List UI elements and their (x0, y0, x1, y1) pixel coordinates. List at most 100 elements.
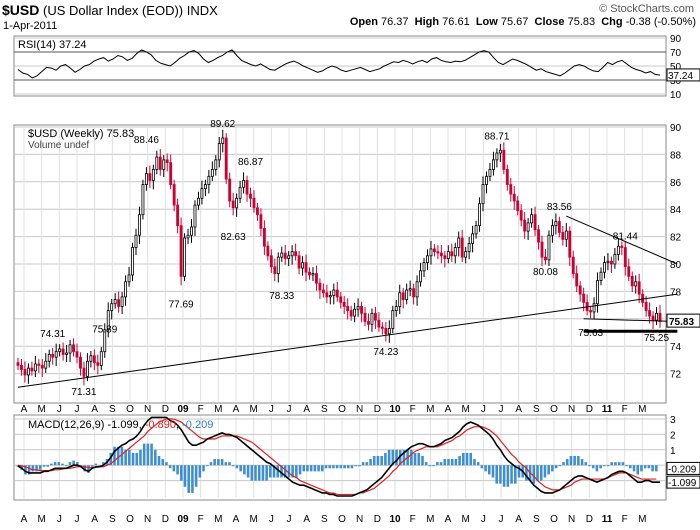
macd-histogram-bar (324, 465, 328, 469)
candle-body (498, 149, 502, 154)
macd-title-v3: -0.209 (182, 419, 213, 431)
macd-histogram-bar (547, 465, 550, 475)
macd-x-label: O (126, 514, 134, 525)
macd-histogram-bar (94, 463, 98, 466)
candle-body (460, 237, 464, 258)
candle-body (311, 273, 315, 276)
candle-body (630, 275, 634, 287)
candle-body (186, 234, 190, 239)
peak-label: 77.69 (169, 300, 194, 311)
trendline (583, 318, 678, 323)
candle-body (99, 351, 103, 366)
macd-x-label: 11 (602, 514, 613, 525)
macd-histogram-bar (432, 465, 435, 467)
price-title: $USD (Weekly) 75.83 (28, 128, 134, 140)
macd-x-label: F (622, 514, 628, 525)
macd-histogram-bar (629, 465, 632, 469)
candle-body (131, 247, 134, 276)
macd-histogram-bar (335, 465, 339, 469)
rsi-grid: 10 30 50 70 90 (14, 34, 682, 101)
macd-histogram-bar (584, 462, 588, 466)
macd-x-label: S (321, 514, 328, 525)
macd-histogram-bar (83, 465, 87, 472)
candle-body (207, 175, 211, 185)
macd-x-label: S (533, 514, 540, 525)
candle-body (20, 364, 23, 370)
macd-histogram-bar (436, 462, 439, 466)
candle-body (266, 245, 270, 257)
rsi-last-label: 37.24 (668, 71, 693, 82)
macd-histogram-bar (202, 465, 205, 472)
macd-x-label: M (37, 514, 45, 525)
candle-body (297, 255, 301, 269)
macd-histogram-bar (365, 462, 369, 466)
rsi-tick-label: 90 (670, 34, 682, 45)
candle-body (37, 363, 41, 366)
macd-histogram-bar (358, 465, 361, 467)
candle-body (242, 180, 246, 188)
high-value: 76.61 (442, 16, 470, 28)
candle-body (481, 184, 485, 205)
candle-body (478, 203, 481, 227)
price-x-label: A (21, 404, 28, 415)
high-label: High (414, 16, 440, 28)
candle-body (384, 327, 388, 335)
candle-body (641, 293, 645, 303)
macd-histogram-bar (150, 443, 153, 466)
macd-histogram-bar (465, 452, 469, 466)
macd-histogram-bar (224, 462, 228, 466)
peak-label: 83.56 (547, 202, 572, 213)
macd-histogram-bar (269, 465, 272, 478)
macd-histogram-bar (606, 465, 610, 467)
macd-histogram-bar (632, 465, 636, 472)
candle-body (408, 288, 412, 291)
macd-histogram-bar (154, 449, 157, 466)
candle-body (613, 254, 617, 265)
macd-histogram-bar (231, 465, 235, 467)
candle-body (568, 230, 572, 258)
macd-x-label: A (21, 514, 28, 525)
candle-body (315, 273, 318, 284)
macd-x-label: O (338, 514, 346, 525)
price-x-label: N (356, 404, 363, 415)
price-tick-label: 78 (670, 287, 682, 298)
macd-histogram-bar (187, 465, 190, 493)
macd-x-label: J (57, 514, 62, 525)
candle-body (443, 255, 447, 259)
candle-body (651, 315, 655, 321)
candle-body (422, 262, 426, 272)
macd-histogram-bar (476, 462, 480, 466)
candle-body (367, 321, 370, 325)
macd-histogram-bar (591, 465, 595, 469)
candle-body (79, 356, 82, 369)
chart-symbol: $USD (US Dollar Index (EOD)) INDX (2, 2, 218, 18)
candle-body (432, 248, 436, 253)
macd-histogram-bar (61, 463, 64, 466)
candle-body (356, 306, 360, 310)
candle-body (197, 197, 200, 206)
candle-body (349, 310, 353, 317)
macd-histogram-bar (614, 462, 617, 466)
price-x-label: J (75, 404, 80, 415)
candle-body (335, 289, 339, 298)
candle-body (339, 296, 343, 303)
candle-body (138, 214, 141, 236)
candle-body (120, 296, 124, 307)
macd-histogram-bar (179, 465, 183, 481)
candle-body (550, 225, 554, 236)
candle-body (117, 299, 121, 307)
macd-histogram-bar (539, 465, 543, 481)
macd-histogram-bar (283, 465, 287, 478)
macd-histogram-bar (643, 465, 647, 469)
candle-body (471, 233, 475, 244)
rsi-last-box (666, 68, 700, 82)
candle-body (75, 351, 79, 358)
candle-body (495, 152, 499, 161)
price-x-label: M (214, 404, 222, 415)
candle-body (637, 281, 641, 295)
macd-x-label: M (638, 514, 646, 525)
rsi-title-value: 37.24 (59, 39, 87, 51)
macd-histogram-bar (380, 455, 383, 466)
macd-histogram-bar (142, 443, 146, 466)
macd-x-label: M (249, 514, 257, 525)
